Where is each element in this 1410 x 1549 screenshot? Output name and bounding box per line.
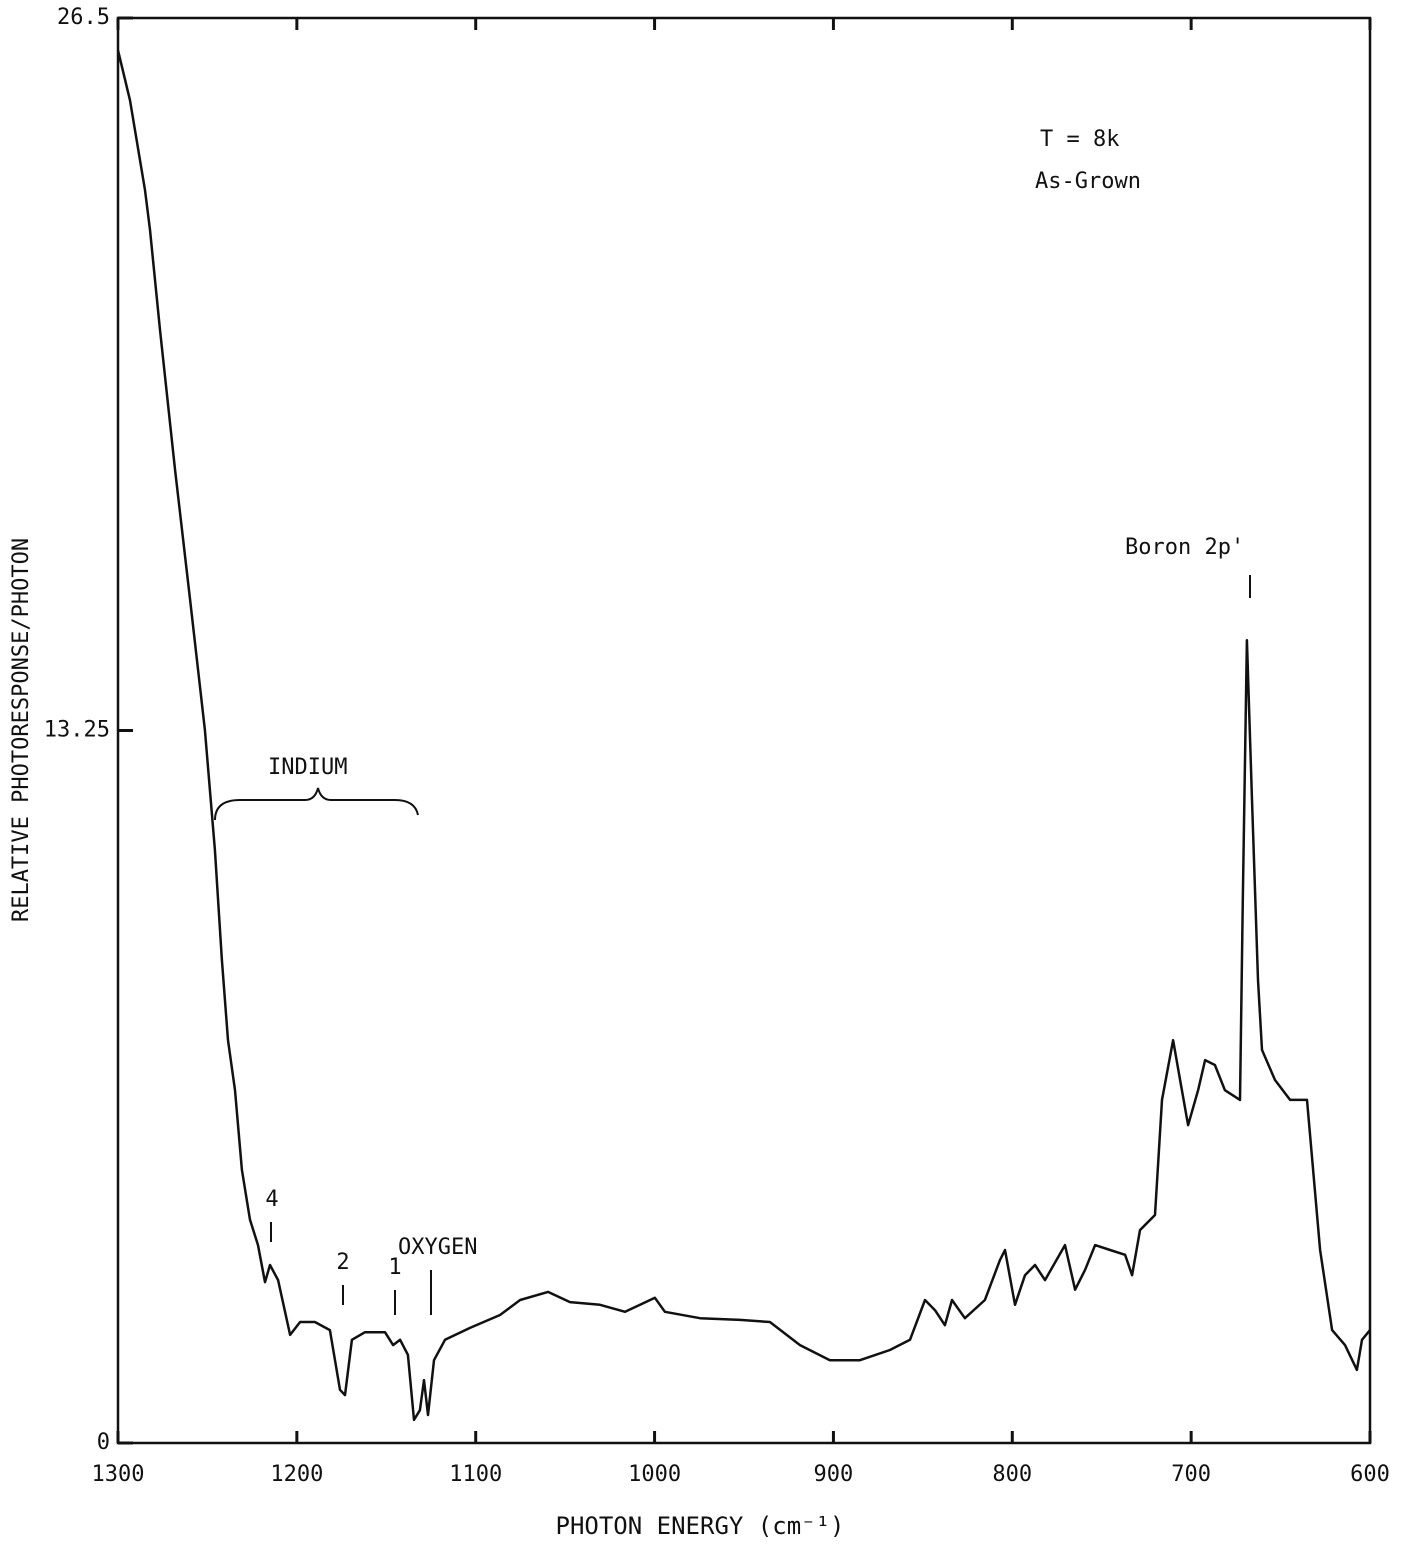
x-tick-label: 1100 <box>449 1462 502 1487</box>
x-tick-label: 600 <box>1350 1462 1390 1487</box>
annotation: As-Grown <box>1035 169 1141 194</box>
annotation: Boron 2p' <box>1125 535 1244 560</box>
x-axis-label: PHOTON ENERGY (cm⁻¹) <box>556 1512 845 1540</box>
x-tick-label: 1300 <box>92 1462 145 1487</box>
spectrum-line <box>116 50 1371 1422</box>
annotation: 4 <box>265 1187 278 1212</box>
annotation: OXYGEN <box>398 1235 477 1260</box>
annotation: 2 <box>336 1250 349 1275</box>
plot-frame <box>116 16 1372 1445</box>
y-tick-label: 26.5 <box>57 5 110 30</box>
annotation: 1 <box>388 1255 401 1280</box>
indium-brace <box>214 787 419 821</box>
x-tick-label: 900 <box>814 1462 854 1487</box>
x-tick-label: 700 <box>1171 1462 1211 1487</box>
y-tick-label: 0 <box>97 1430 110 1455</box>
y-axis-label: RELATIVE PHOTORESPONSE/PHOTON <box>9 538 34 922</box>
x-tick-label: 800 <box>992 1462 1032 1487</box>
x-tick-label: 1000 <box>628 1462 681 1487</box>
y-tick-label: 13.25 <box>44 718 110 743</box>
x-tick-label: 1200 <box>270 1462 323 1487</box>
annotation: INDIUM <box>268 755 347 780</box>
annotation: T = 8k <box>1040 127 1119 152</box>
